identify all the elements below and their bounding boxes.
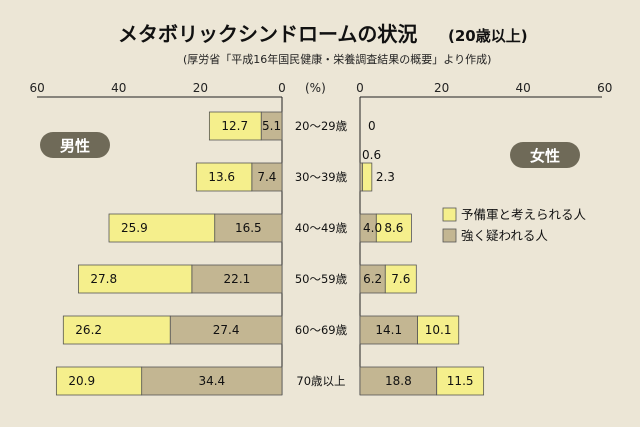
chart-title: メタボリックシンドロームの状況 [118, 22, 417, 46]
value-label-women-pre: 8.6 [384, 221, 403, 235]
age-label: 50～59歳 [295, 272, 348, 286]
axis-ticks-women: 0 20 40 60 [356, 81, 612, 95]
value-label-women-pre: 11.5 [447, 374, 474, 388]
tick-label-women: 0 [356, 81, 364, 95]
value-label-men-pre: 20.9 [68, 374, 95, 388]
legend: 予備軍と考えられる人 強く疑われる人 [442, 207, 587, 243]
chart-subtitle: (厚労省「平成16年国民健康・栄養調査結果の概要」より作成) [183, 52, 491, 66]
tick-label-women: 60 [597, 81, 612, 95]
badge-men: 男性 [40, 132, 110, 158]
bar-women-strong [359, 264, 386, 294]
legend-swatch-pre [442, 207, 457, 222]
value-label-men-pre: 13.6 [208, 170, 235, 184]
value-label-women-zero: 0 [368, 119, 376, 133]
value-label-men-pre: 27.8 [90, 272, 117, 286]
bar-women-strong [359, 315, 418, 345]
value-label-women-pre: 2.3 [376, 170, 395, 184]
value-label-men-pre: 12.7 [221, 119, 248, 133]
age-label: 20～29歳 [295, 119, 348, 133]
bar-men-strong [214, 213, 283, 243]
bar-men-strong [141, 366, 283, 396]
value-label-men-strong: 34.4 [198, 374, 225, 388]
value-label-women-pre: 10.1 [425, 323, 452, 337]
age-label: 30～39歳 [295, 170, 348, 184]
value-label-women-strong: 4.0 [363, 221, 382, 235]
bar-men-pre [195, 162, 253, 192]
badge-women: 女性 [510, 142, 580, 168]
value-label-men-pre: 26.2 [75, 323, 102, 337]
value-label-men-strong: 16.5 [235, 221, 262, 235]
bar-women-pre [375, 213, 412, 243]
bar-men-strong [169, 315, 283, 345]
badge-women-label: 女性 [530, 147, 560, 165]
bar-men-pre [208, 111, 262, 141]
tick-label-men: 0 [278, 81, 286, 95]
tick-label-women: 20 [434, 81, 449, 95]
bar-men-pre [108, 213, 216, 243]
value-label-men-pre: 25.9 [121, 221, 148, 235]
bar-men-pre [55, 366, 143, 396]
bars-women: 0 0.6 2.3 4.0 8.6 6.2 7.6 14.1 10.1 18.8 11.5 [359, 119, 485, 396]
value-label-women-strong: 18.8 [385, 374, 412, 388]
tick-label-men: 20 [193, 81, 208, 95]
bar-men-strong [251, 162, 283, 192]
value-label-women-strong: 14.1 [375, 323, 402, 337]
age-label: 70歳以上 [296, 374, 345, 388]
value-label-women-pre: 7.6 [391, 272, 410, 286]
bar-women-pre [362, 162, 373, 192]
badge-men-label: 男性 [60, 137, 90, 155]
bar-women-pre [384, 264, 417, 294]
legend-label-pre: 予備軍と考えられる人 [461, 207, 587, 222]
value-label-women-strong: 6.2 [363, 272, 382, 286]
bar-women-pre [417, 315, 460, 345]
value-label-women-strong: 0.6 [362, 148, 381, 162]
bar-men-strong [191, 264, 283, 294]
bar-men-pre [78, 264, 193, 294]
chart-title-suffix: (20歳以上) [448, 27, 528, 45]
axis-ticks-men: 60 40 20 0 [30, 81, 286, 95]
bars-men: 5.1 12.7 7.4 13.6 16.5 25.9 22.1 27.8 27.4 26.2 34… [55, 111, 283, 396]
age-label: 40～49歳 [295, 221, 348, 235]
legend-swatch-strong [442, 228, 457, 243]
tick-label-men: 60 [30, 81, 45, 95]
value-label-men-strong: 7.4 [257, 170, 276, 184]
value-label-men-strong: 5.1 [262, 119, 281, 133]
age-label: 60～69歳 [295, 323, 348, 337]
unit-label: (%) [305, 81, 326, 95]
tick-label-women: 40 [516, 81, 531, 95]
legend-label-strong: 強く疑われる人 [461, 228, 548, 243]
value-label-men-strong: 22.1 [224, 272, 251, 286]
tick-label-men: 40 [111, 81, 126, 95]
age-labels: 20～29歳 30～39歳 40～49歳 50～59歳 60～69歳 70歳以上 [295, 119, 348, 388]
bar-women-pre [436, 366, 485, 396]
bar-men-pre [62, 315, 171, 345]
value-label-men-strong: 27.4 [213, 323, 240, 337]
